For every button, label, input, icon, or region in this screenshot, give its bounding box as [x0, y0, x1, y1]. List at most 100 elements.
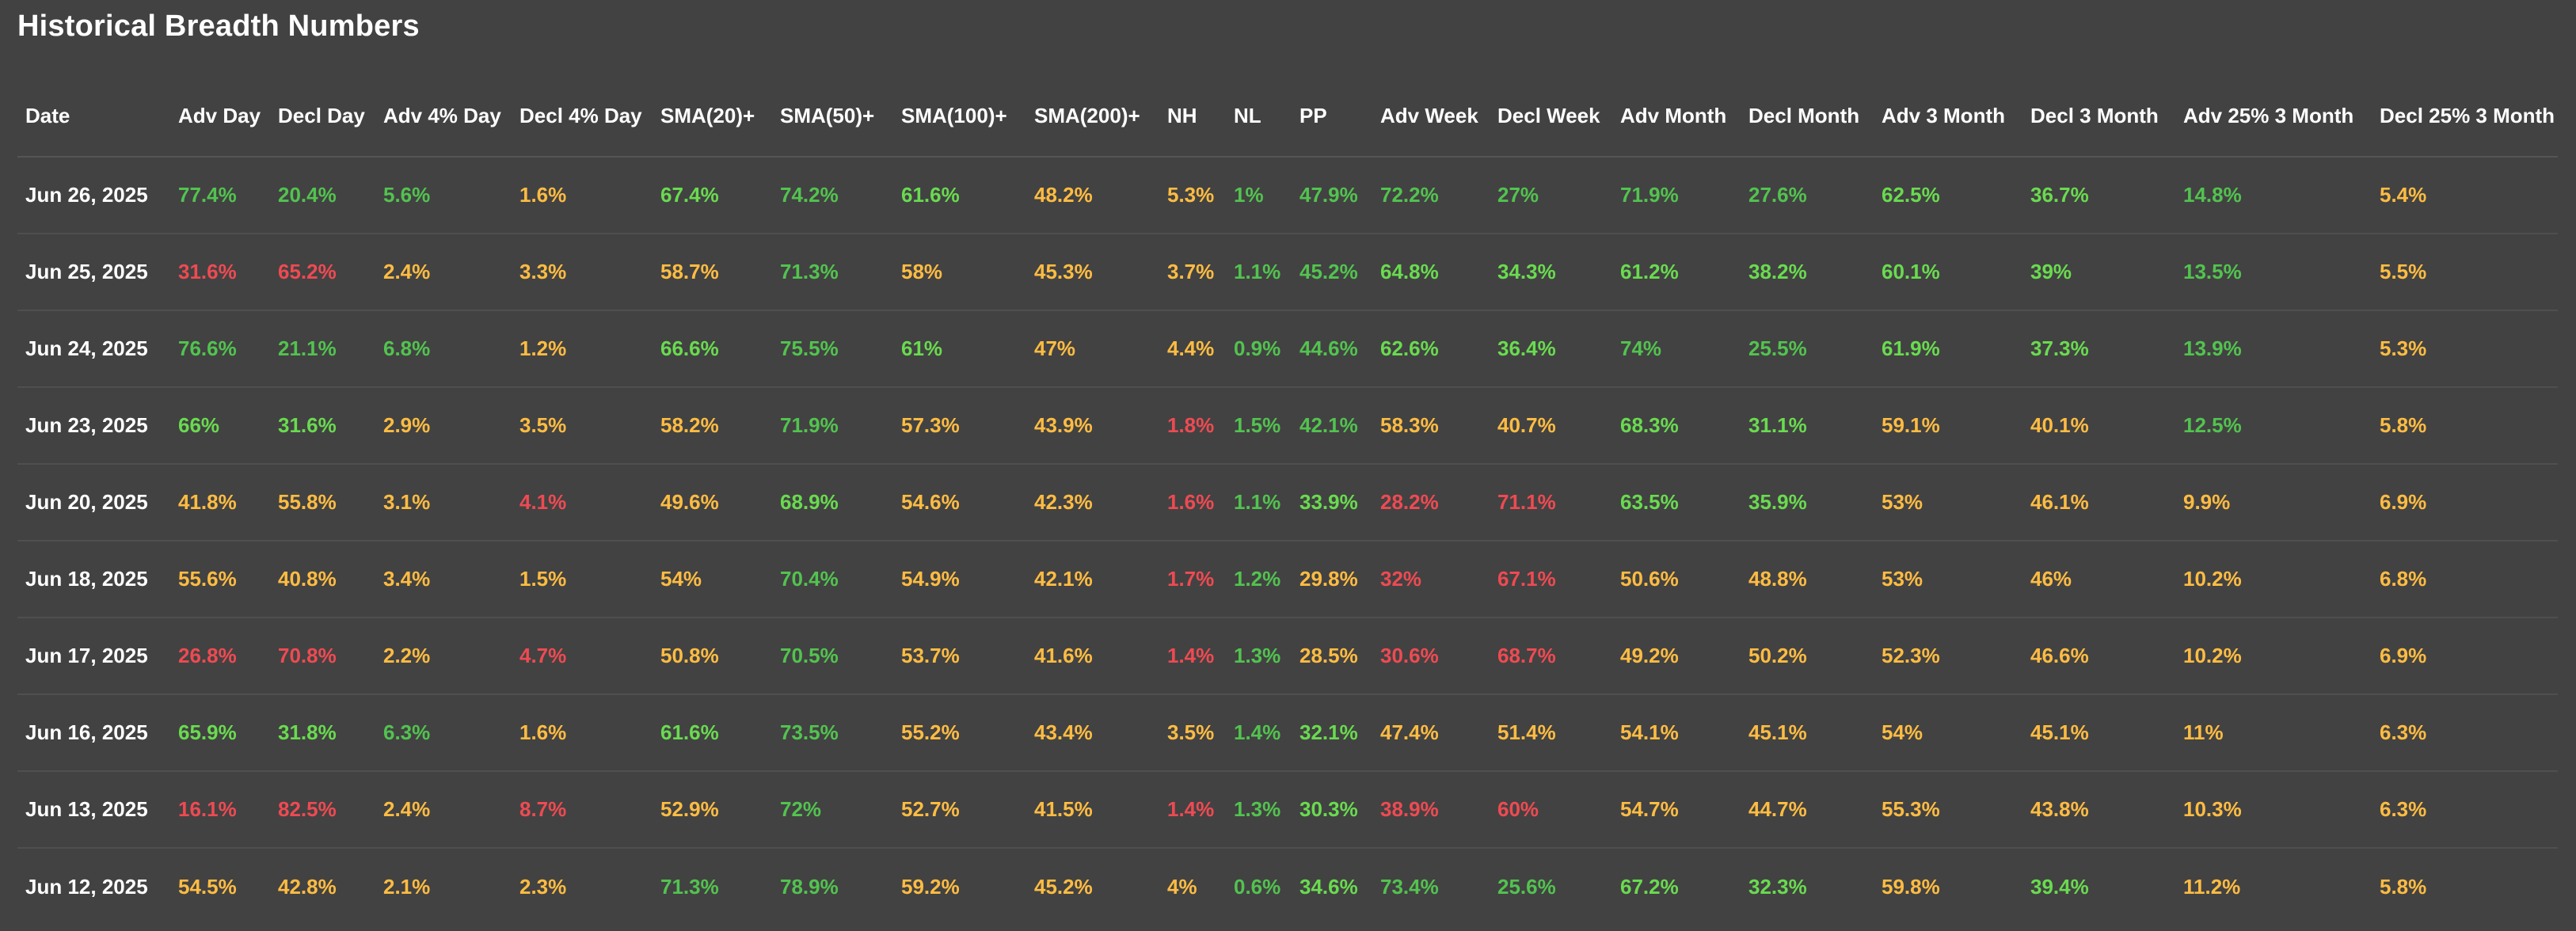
- value-cell: 53%: [1882, 490, 1923, 514]
- value-cell: 68.7%: [1497, 644, 1556, 667]
- value-cell: 47.9%: [1299, 183, 1358, 207]
- value-cell: 60.1%: [1882, 260, 1940, 283]
- value-cell: 5.6%: [383, 183, 431, 207]
- value-cell: 12.5%: [2183, 413, 2242, 437]
- value-cell: 64.8%: [1380, 260, 1439, 283]
- value-cell: 75.5%: [780, 336, 839, 360]
- value-cell: 3.3%: [519, 260, 567, 283]
- value-cell: 67.1%: [1497, 567, 1556, 591]
- value-cell: 1.8%: [1167, 413, 1215, 437]
- table-row: Jun 18, 2025 55.6% 40.8% 3.4% 1.5% 54% 70.4% 54…: [17, 541, 2558, 618]
- value-cell: 37.3%: [2030, 336, 2089, 360]
- value-cell: 8.7%: [519, 797, 567, 821]
- value-cell: 21.1%: [278, 336, 337, 360]
- value-cell: 6.8%: [2380, 567, 2427, 591]
- date-cell: Jun 25, 2025: [25, 260, 148, 283]
- value-cell: 39.4%: [2030, 874, 2089, 899]
- column-header[interactable]: Decl 4% Day: [519, 104, 642, 127]
- value-cell: 25.5%: [1748, 336, 1807, 360]
- value-cell: 1.2%: [519, 336, 567, 360]
- value-cell: 49.6%: [660, 490, 719, 514]
- column-header[interactable]: Adv 3 Month: [1882, 104, 2005, 127]
- column-header[interactable]: NL: [1234, 104, 1261, 127]
- value-cell: 41.6%: [1034, 644, 1093, 667]
- value-cell: 5.4%: [2380, 183, 2427, 207]
- column-header[interactable]: Adv Week: [1380, 104, 1478, 127]
- column-header[interactable]: SMA(50)+: [780, 104, 875, 127]
- value-cell: 43.4%: [1034, 720, 1093, 744]
- date-cell: Jun 23, 2025: [25, 413, 148, 437]
- value-cell: 49.2%: [1620, 644, 1679, 667]
- value-cell: 71.9%: [780, 413, 839, 437]
- value-cell: 47.4%: [1380, 720, 1439, 744]
- column-header[interactable]: Decl 3 Month: [2030, 104, 2159, 127]
- value-cell: 14.8%: [2183, 183, 2242, 207]
- value-cell: 59.2%: [901, 874, 960, 899]
- value-cell: 70.5%: [780, 644, 839, 667]
- value-cell: 58.3%: [1380, 413, 1439, 437]
- value-cell: 45.3%: [1034, 260, 1093, 283]
- value-cell: 1.1%: [1234, 260, 1281, 283]
- value-cell: 53%: [1882, 567, 1923, 591]
- value-cell: 36.4%: [1497, 336, 1556, 360]
- column-header[interactable]: Date: [25, 104, 70, 127]
- value-cell: 66.6%: [660, 336, 719, 360]
- value-cell: 2.9%: [383, 413, 431, 437]
- value-cell: 2.1%: [383, 874, 431, 899]
- value-cell: 36.7%: [2030, 183, 2089, 207]
- value-cell: 76.6%: [178, 336, 237, 360]
- value-cell: 42.8%: [278, 874, 337, 899]
- column-header[interactable]: SMA(100)+: [901, 104, 1007, 127]
- value-cell: 1.4%: [1167, 644, 1215, 667]
- column-header[interactable]: NH: [1167, 104, 1197, 127]
- column-header[interactable]: PP: [1299, 104, 1327, 127]
- column-header[interactable]: Decl Day: [278, 104, 365, 127]
- column-header[interactable]: Decl Week: [1497, 104, 1600, 127]
- date-cell: Jun 18, 2025: [25, 567, 148, 591]
- value-cell: 6.3%: [383, 720, 431, 744]
- column-header[interactable]: Adv Day: [178, 104, 261, 127]
- value-cell: 0.9%: [1234, 336, 1281, 360]
- value-cell: 58.2%: [660, 413, 719, 437]
- column-header[interactable]: Decl Month: [1748, 104, 1860, 127]
- value-cell: 33.9%: [1299, 490, 1358, 514]
- column-header[interactable]: Adv 4% Day: [383, 104, 501, 127]
- value-cell: 55.2%: [901, 720, 960, 744]
- table-row: Jun 13, 2025 16.1% 82.5% 2.4% 8.7% 52.9% 72% 52…: [17, 771, 2558, 848]
- value-cell: 27.6%: [1748, 183, 1807, 207]
- value-cell: 42.3%: [1034, 490, 1093, 514]
- value-cell: 46.6%: [2030, 644, 2089, 667]
- column-header[interactable]: Adv 25% 3 Month: [2183, 104, 2354, 127]
- value-cell: 61.9%: [1882, 336, 1940, 360]
- column-header[interactable]: SMA(200)+: [1034, 104, 1140, 127]
- value-cell: 50.8%: [660, 644, 719, 667]
- value-cell: 72%: [780, 797, 822, 821]
- value-cell: 74.2%: [780, 183, 839, 207]
- table-row: Jun 26, 2025 77.4% 20.4% 5.6% 1.6% 67.4% 74.2%…: [17, 157, 2558, 234]
- value-cell: 4.7%: [519, 644, 567, 667]
- value-cell: 44.7%: [1748, 797, 1807, 821]
- value-cell: 45.1%: [2030, 720, 2089, 744]
- column-header[interactable]: Adv Month: [1620, 104, 1727, 127]
- table-body: Jun 26, 2025 77.4% 20.4% 5.6% 1.6% 67.4% 74.2%…: [17, 157, 2558, 925]
- value-cell: 82.5%: [278, 797, 337, 821]
- value-cell: 16.1%: [178, 797, 237, 821]
- value-cell: 1.4%: [1234, 720, 1281, 744]
- value-cell: 61.2%: [1620, 260, 1679, 283]
- value-cell: 54.1%: [1620, 720, 1679, 744]
- column-header[interactable]: SMA(20)+: [660, 104, 755, 127]
- value-cell: 0.6%: [1234, 874, 1281, 899]
- value-cell: 1.6%: [519, 183, 567, 207]
- value-cell: 60%: [1497, 797, 1539, 821]
- value-cell: 40.8%: [278, 567, 337, 591]
- value-cell: 52.3%: [1882, 644, 1940, 667]
- value-cell: 11%: [2183, 720, 2224, 744]
- value-cell: 77.4%: [178, 183, 237, 207]
- column-header[interactable]: Decl 25% 3 Month: [2380, 104, 2555, 127]
- value-cell: 20.4%: [278, 183, 337, 207]
- value-cell: 35.9%: [1748, 490, 1807, 514]
- value-cell: 3.7%: [1167, 260, 1215, 283]
- value-cell: 1.2%: [1234, 567, 1281, 591]
- value-cell: 71.3%: [780, 260, 839, 283]
- value-cell: 63.5%: [1620, 490, 1679, 514]
